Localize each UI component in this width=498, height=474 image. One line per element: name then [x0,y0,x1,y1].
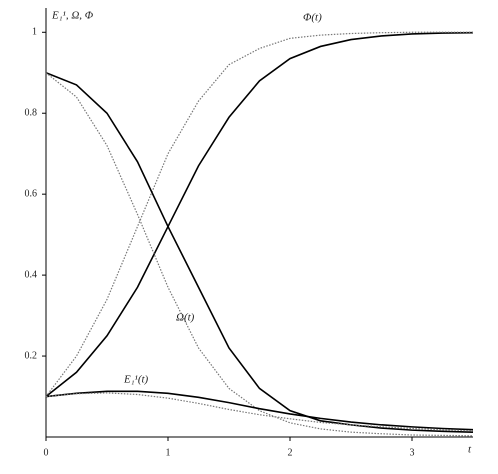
line-series [45,392,474,432]
y-tick-label: 1 [32,27,37,38]
curve-annotation: Ω(t) [176,312,195,324]
y-tick-label: 0.8 [25,108,38,119]
line-series [45,31,474,398]
x-tick-label: 1 [166,447,171,458]
line-series [45,72,474,433]
line-series [45,390,474,431]
x-tick-label: 3 [410,447,415,458]
curve-annotation: E₁¹(t) [123,374,149,386]
x-tick-label: 2 [288,447,293,458]
y-axis-label: E₁¹, Ω, Φ [51,10,94,22]
y-tick-label: 0.6 [25,188,38,199]
y-tick-label: 0.4 [25,269,38,280]
line-series [45,72,474,437]
curve-annotation: Φ(t) [303,12,322,24]
line-series [45,31,473,397]
x-axis-label: t [468,444,472,456]
x-tick-label: 0 [44,447,49,458]
y-tick-label: 0.2 [25,350,38,361]
